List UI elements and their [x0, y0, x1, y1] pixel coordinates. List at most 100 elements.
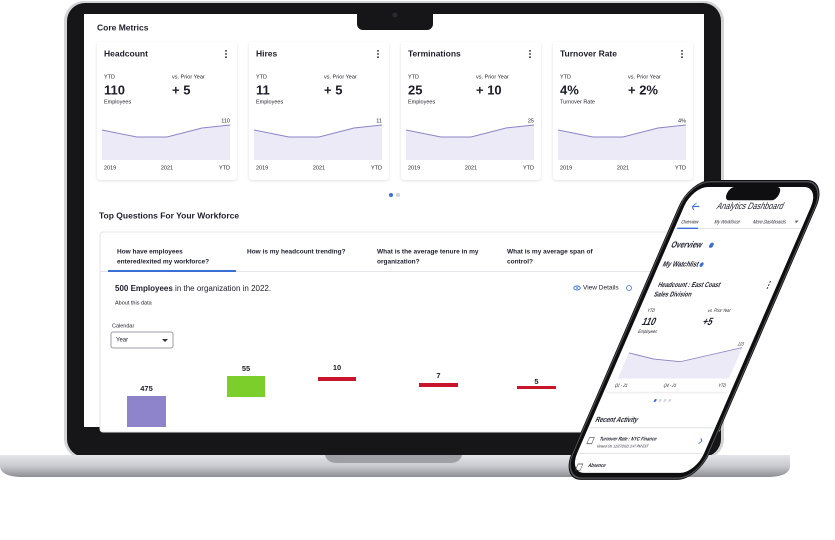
x-label: 2019	[256, 165, 268, 171]
view-details-link: View Details	[583, 285, 619, 292]
tab-text: What is my average span of	[507, 249, 593, 256]
tab-text: entered/exited my workforce?	[117, 259, 209, 266]
sparkline-area	[254, 125, 382, 160]
activity-item[interactable]: Absence	[574, 463, 607, 471]
more-menu[interactable]	[681, 49, 683, 59]
question-tab[interactable]: What is the average tenure in my organiza…	[377, 249, 479, 266]
menu-dot	[225, 56, 227, 59]
watchlist-card[interactable]: Headcount : East Coast Sales Division YTD v…	[605, 272, 781, 392]
x-label: 2021	[161, 165, 173, 171]
select-box[interactable]	[110, 331, 174, 349]
tab-underline	[677, 227, 699, 230]
phone: Analytics Dashboard Overview My Workforce M…	[568, 180, 820, 480]
waterfall-bar	[127, 396, 166, 427]
metric-change: +5	[700, 316, 715, 328]
x-label: 2019	[408, 165, 420, 171]
chevron	[698, 438, 703, 445]
prior-label: vs. Prior Year	[172, 74, 205, 80]
x-label: YTD	[675, 165, 686, 171]
ytd-label: YTD	[560, 74, 571, 80]
settings-icon[interactable]	[699, 262, 705, 267]
waterfall-bar	[517, 386, 556, 389]
settings-icon[interactable]	[708, 242, 714, 248]
ytd-label: YTD	[646, 308, 656, 313]
ytd-label: YTD	[408, 74, 419, 80]
calendar-label: Calendar	[112, 323, 134, 329]
question-tab[interactable]: How is my headcount trending?	[247, 249, 346, 256]
sparkline	[253, 124, 383, 138]
page-dot-active[interactable]	[389, 193, 393, 197]
question-tab[interactable]: What is my average span of control?	[507, 249, 593, 266]
menu-dot	[769, 280, 771, 283]
bar-label: 5	[534, 377, 538, 386]
tab-text: What is the average tenure in my	[377, 249, 479, 256]
end-label: 25	[528, 118, 534, 124]
metric-value: 110	[640, 316, 659, 328]
overview-heading: Overview	[669, 239, 705, 250]
page-dot[interactable]	[658, 398, 662, 403]
bar-label: 475	[140, 384, 153, 393]
bar-label: 10	[333, 363, 341, 372]
prior-label: vs. Prior Year	[476, 74, 509, 80]
questions-title: Top Questions For Your Workforce	[99, 210, 239, 220]
sparkline-area	[102, 125, 230, 160]
phone-tab: More Dashboards	[752, 220, 788, 226]
prior-label: vs. Prior Year	[324, 74, 357, 80]
metric-change: + 2%	[628, 82, 658, 97]
menu-dot	[767, 284, 770, 286]
more-menu[interactable]	[766, 280, 771, 289]
end-label: 110	[737, 341, 746, 346]
x-label: YTD	[219, 165, 230, 171]
metric-card[interactable]: Hires YTD vs. Prior Year 11 + 5 Employees 11 20…	[249, 42, 389, 180]
menu-dot	[377, 49, 379, 52]
question-tab[interactable]: How have employees entered/exited my work…	[117, 249, 209, 266]
page-dot[interactable]	[663, 398, 667, 403]
metric-unit: Employees	[408, 99, 435, 105]
card-title: Terminations	[408, 48, 461, 58]
select-value: Year	[116, 338, 128, 344]
sparkline	[628, 347, 743, 363]
eye-icon[interactable]	[573, 285, 581, 291]
sparkline	[557, 124, 687, 138]
eye-pupil	[576, 287, 578, 289]
page-dot[interactable]	[668, 398, 672, 403]
activity-item[interactable]: Turnover Rate : NYC Finance Viewed On: 12…	[585, 436, 704, 448]
bar-label: 7	[436, 371, 440, 380]
metric-change: + 5	[324, 82, 342, 97]
metric-value: 25	[408, 82, 422, 97]
activity-icon	[574, 463, 584, 471]
more-icon	[626, 285, 632, 291]
metric-unit: Employees	[256, 99, 283, 105]
metric-card[interactable]: Turnover Rate YTD vs. Prior Year 4% + 2% Turn…	[553, 42, 693, 180]
bar-label: 55	[242, 364, 250, 373]
x-label: Q4 - 21	[663, 383, 678, 388]
ytd-label: YTD	[104, 74, 115, 80]
menu-dot	[681, 53, 683, 55]
tab-text: control?	[507, 259, 533, 266]
end-label: 110	[221, 118, 230, 124]
metric-card[interactable]: Terminations YTD vs. Prior Year 25 + 10 Emplo…	[401, 42, 541, 180]
tab-caret	[795, 220, 799, 224]
menu-dot	[377, 56, 379, 59]
sparkline-area	[558, 125, 686, 160]
page-dot[interactable]	[396, 193, 400, 197]
x-label: 2021	[617, 165, 629, 171]
tab-text: How have employees	[117, 249, 183, 256]
back-arrow[interactable]	[691, 202, 701, 211]
card-title: Headcount	[104, 48, 148, 58]
more-menu[interactable]	[529, 49, 531, 59]
laptop-screen-content: Core Metrics Headcount YTD vs. Prior Year 11…	[97, 22, 721, 433]
about-link: About this data	[115, 300, 153, 306]
camera	[392, 12, 398, 18]
metric-card[interactable]: Headcount YTD vs. Prior Year 110 + 5 Employee…	[97, 42, 237, 180]
metric-value: 110	[104, 82, 125, 97]
card-title: Sales Division	[652, 291, 693, 298]
more-menu[interactable]	[377, 49, 379, 59]
phone-title: Analytics Dashboard	[715, 200, 786, 211]
more-menu[interactable]	[225, 49, 227, 59]
metric-value: 11	[256, 82, 270, 97]
page-dot-active[interactable]	[653, 398, 657, 403]
sparkline	[405, 124, 535, 138]
